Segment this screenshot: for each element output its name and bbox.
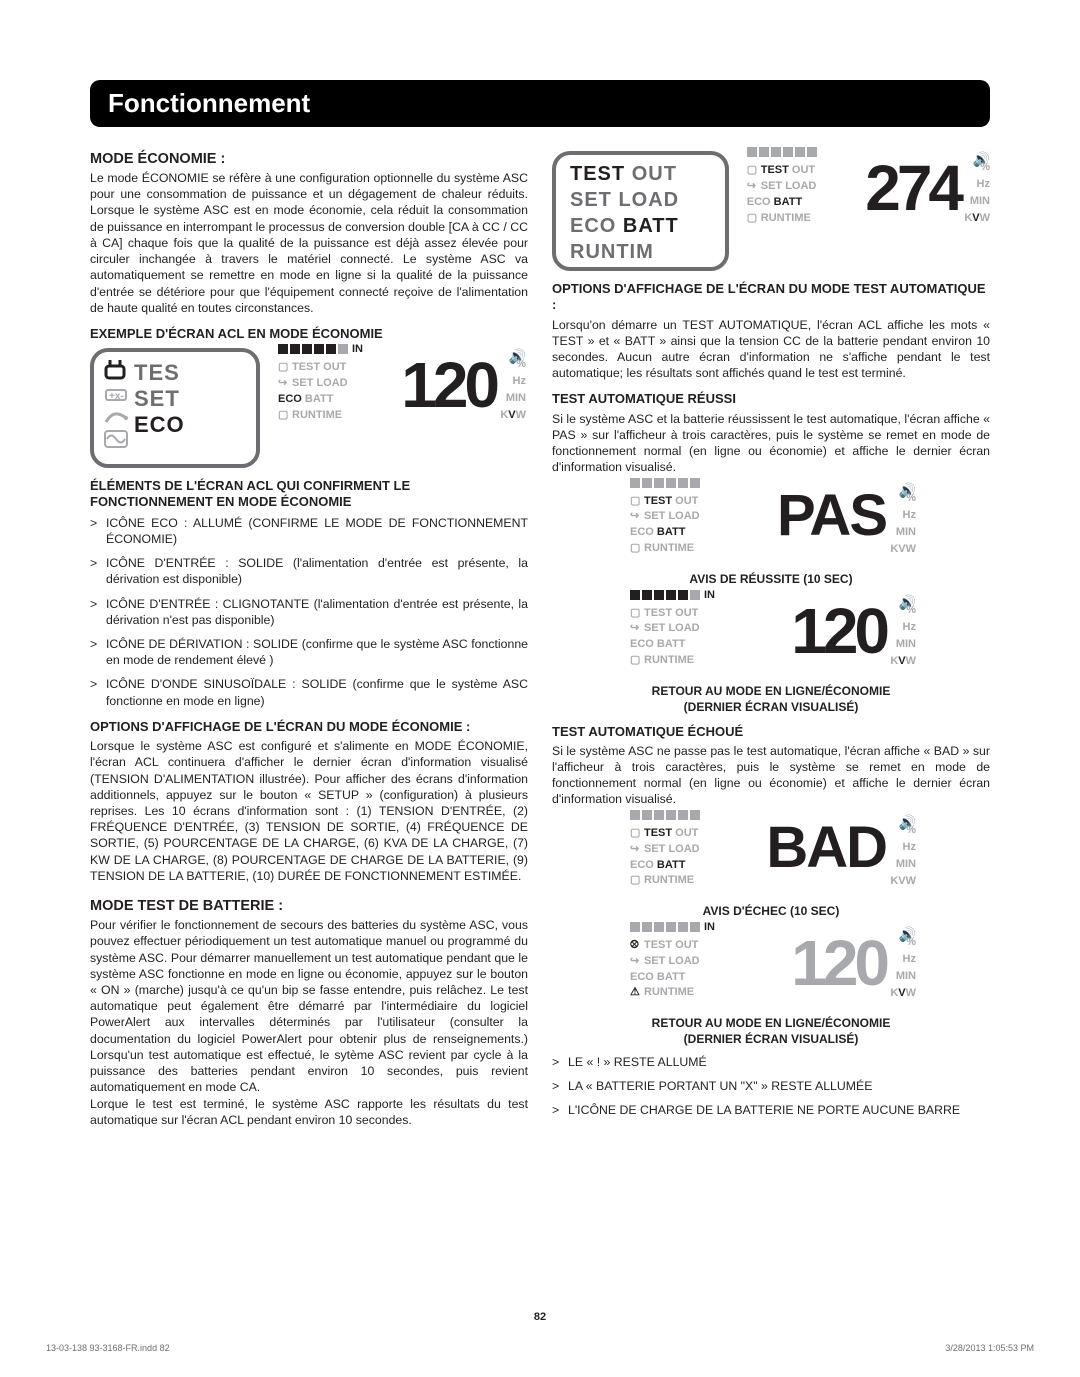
lcd-units: %HzMINKVW bbox=[964, 159, 990, 227]
fail-return-lcd: IN 🔊 ⮾TEST OUT ↪SET LOAD ECO BATT ⚠RUNTI… bbox=[626, 926, 916, 1014]
bar-icon bbox=[630, 922, 700, 932]
lcd-units: %HzMINKVW bbox=[500, 356, 526, 424]
svg-text:+x-: +x- bbox=[109, 391, 124, 402]
batt-test-body: Pour vérifier le fonctionnement de secou… bbox=[90, 917, 528, 1095]
lcd-row-runtime: RUNTIM bbox=[570, 241, 713, 264]
fail-lcd-block: 🔊 ▢TEST OUT ↪SET LOAD ECO BATT ▢RUNTIME … bbox=[552, 814, 990, 918]
bar-icon bbox=[278, 344, 348, 354]
fail-return-caption-2: (DERNIER ÉCRAN VISUALISÉ) bbox=[684, 1032, 859, 1046]
eco-lcd-readout: IN 🔊 ▢TEST OUT ↪SET LOAD ECO BATT ▢RUNTI… bbox=[274, 348, 526, 436]
test-lcd-detail: TEST OUT SET LOAD ECO BATT RUNTIM bbox=[552, 151, 729, 271]
sine-icon bbox=[104, 430, 128, 448]
fail-heading: TEST AUTOMATIQUE ÉCHOUÉ bbox=[552, 724, 990, 740]
return-lcd-block: IN 🔊 ▢TEST OUT ↪SET LOAD ECO BATT ▢RUNTI… bbox=[552, 594, 990, 714]
lcd-value: PAS bbox=[777, 482, 886, 549]
xfer-icon: +x- bbox=[104, 386, 128, 404]
fail-return-lcd-block: IN 🔊 ⮾TEST OUT ↪SET LOAD ECO BATT ⚠RUNTI… bbox=[552, 926, 990, 1046]
batt-test-body2: Lorque le test est terminé, le système A… bbox=[90, 1096, 528, 1128]
bypass-icon bbox=[104, 408, 128, 426]
eco-example-heading: EXEMPLE D'ÉCRAN ACL EN MODE ÉCONOMIE bbox=[90, 326, 528, 342]
pass-caption: AVIS DE RÉUSSITE (10 SEC) bbox=[689, 572, 852, 586]
return-caption-2: (DERNIER ÉCRAN VISUALISÉ) bbox=[684, 700, 859, 714]
pass-lcd-block: 🔊 ▢TEST OUT ↪SET LOAD ECO BATT ▢RUNTIME … bbox=[552, 482, 990, 586]
lcd-labels: ▢TEST OUT ↪SET LOAD ECO BATT ▢RUNTIME bbox=[630, 606, 700, 670]
fail-bullet-list: LE « ! » RESTE ALLUMÉ LA « BATTERIE PORT… bbox=[552, 1054, 990, 1119]
page-title: Fonctionnement bbox=[108, 88, 310, 118]
lcd-row-setload: SET LOAD bbox=[570, 189, 713, 212]
page-number: 82 bbox=[0, 1311, 1080, 1323]
right-column: TEST OUT SET LOAD ECO BATT RUNTIM 🔊 ▢TES… bbox=[552, 145, 990, 1128]
eco-mode-heading: MODE ÉCONOMIE : bbox=[90, 151, 528, 167]
batt-test-heading: MODE TEST DE BATTERIE : bbox=[90, 898, 528, 914]
pass-body: Si le système ASC et la batterie réussis… bbox=[552, 411, 990, 476]
in-label: IN bbox=[704, 921, 715, 933]
list-item: ICÔNE DE DÉRIVATION : SOLIDE (confirme q… bbox=[90, 636, 528, 668]
auto-options-body: Lorsqu'on démarre un TEST AUTOMATIQUE, l… bbox=[552, 317, 990, 382]
lcd-value: 274 bbox=[865, 151, 960, 225]
test-lcd-readout: 🔊 ▢TEST OUT ↪SET LOAD ECO BATT ▢RUNTIME … bbox=[743, 151, 990, 239]
left-column: MODE ÉCONOMIE : Le mode ÉCONOMIE se réfè… bbox=[90, 145, 528, 1128]
lcd-units: %HzMINKVW bbox=[890, 822, 916, 890]
lcd-units: %HzMINKVW bbox=[890, 934, 916, 1002]
list-item: L'ICÔNE DE CHARGE DE LA BATTERIE NE PORT… bbox=[552, 1102, 990, 1118]
lcd-units: %HzMINKVW bbox=[890, 490, 916, 558]
eco-options-body: Lorsque le système ASC est configuré et … bbox=[90, 738, 528, 884]
eco-mode-body: Le mode ÉCONOMIE se réfère à une configu… bbox=[90, 170, 528, 316]
list-item: ICÔNE D'ENTRÉE : CLIGNOTANTE (l'alimenta… bbox=[90, 596, 528, 628]
lcd-labels: ▢TEST OUT ↪SET LOAD ECO BATT ▢RUNTIME bbox=[630, 494, 700, 558]
eco-lcd-row: +x- TES SET ECO IN 🔊 ▢TEST OUT ↪SET LOAD… bbox=[90, 348, 528, 468]
eco-lcd-detail: +x- TES SET ECO bbox=[90, 348, 260, 468]
lcd-row-ecobatt: ECO BATT bbox=[570, 215, 713, 238]
footer-right: 3/28/2013 1:05:53 PM bbox=[945, 1343, 1034, 1353]
list-item: ICÔNE ECO : ALLUMÉ (CONFIRME LE MODE DE … bbox=[90, 515, 528, 547]
eco-bullet-list: ICÔNE ECO : ALLUMÉ (CONFIRME LE MODE DE … bbox=[90, 515, 528, 709]
eco-options-heading: OPTIONS D'AFFICHAGE DE L'ÉCRAN DU MODE É… bbox=[90, 719, 528, 735]
bar-icon bbox=[630, 810, 700, 820]
in-label: IN bbox=[352, 343, 363, 355]
lcd-row-set: SET bbox=[134, 386, 244, 412]
pass-lcd: 🔊 ▢TEST OUT ↪SET LOAD ECO BATT ▢RUNTIME … bbox=[626, 482, 916, 570]
lcd-labels: ▢TEST OUT ↪SET LOAD ECO BATT ▢RUNTIME bbox=[747, 163, 817, 227]
fail-caption: AVIS D'ÉCHEC (10 SEC) bbox=[703, 904, 840, 918]
auto-options-heading: OPTIONS D'AFFICHAGE DE L'ÉCRAN DU MODE T… bbox=[552, 281, 990, 314]
lcd-value: BAD bbox=[766, 814, 886, 881]
lcd-row-test: TEST OUT bbox=[570, 163, 713, 186]
lcd-units: %HzMINKVW bbox=[890, 602, 916, 670]
return-caption-1: RETOUR AU MODE EN LIGNE/ÉCONOMIE bbox=[652, 684, 891, 698]
list-item: ICÔNE D'ENTRÉE : SOLIDE (l'alimentation … bbox=[90, 555, 528, 587]
footer: 13-03-138 93-3168-FR.indd 82 3/28/2013 1… bbox=[46, 1343, 1034, 1353]
lcd-labels: ⮾TEST OUT ↪SET LOAD ECO BATT ⚠RUNTIME bbox=[630, 938, 700, 1002]
lcd-value: 120 bbox=[791, 594, 886, 668]
page-title-bar: Fonctionnement bbox=[90, 80, 990, 127]
list-item: ICÔNE D'ONDE SINUSOÏDALE : SOLIDE (confi… bbox=[90, 676, 528, 708]
bar-icon bbox=[747, 147, 817, 157]
lcd-labels: ▢TEST OUT ↪SET LOAD ECO BATT ▢RUNTIME bbox=[630, 826, 700, 890]
list-item: LA « BATTERIE PORTANT UN "X" » RESTE ALL… bbox=[552, 1078, 990, 1094]
eco-confirm-heading: ÉLÉMENTS DE L'ÉCRAN ACL QUI CONFIRMENT L… bbox=[90, 478, 528, 511]
fail-lcd: 🔊 ▢TEST OUT ↪SET LOAD ECO BATT ▢RUNTIME … bbox=[626, 814, 916, 902]
return-lcd: IN 🔊 ▢TEST OUT ↪SET LOAD ECO BATT ▢RUNTI… bbox=[626, 594, 916, 682]
lcd-icon-stack: +x- bbox=[104, 360, 128, 452]
in-label: IN bbox=[704, 589, 715, 601]
lcd-row-tes: TES bbox=[134, 360, 244, 386]
lcd-labels: ▢TEST OUT ↪SET LOAD ECO BATT ▢RUNTIME bbox=[278, 360, 348, 424]
list-item: LE « ! » RESTE ALLUMÉ bbox=[552, 1054, 990, 1070]
lcd-value: 120 bbox=[791, 926, 886, 1000]
bar-icon bbox=[630, 590, 700, 600]
lcd-value: 120 bbox=[401, 348, 496, 422]
fail-body: Si le système ASC ne passe pas le test a… bbox=[552, 743, 990, 808]
lcd-row-eco: ECO bbox=[134, 412, 244, 438]
fail-return-caption-1: RETOUR AU MODE EN LIGNE/ÉCONOMIE bbox=[652, 1016, 891, 1030]
two-column-layout: MODE ÉCONOMIE : Le mode ÉCONOMIE se réfè… bbox=[90, 145, 990, 1128]
footer-left: 13-03-138 93-3168-FR.indd 82 bbox=[46, 1343, 170, 1353]
bar-icon bbox=[630, 478, 700, 488]
test-lcd-row: TEST OUT SET LOAD ECO BATT RUNTIM 🔊 ▢TES… bbox=[552, 151, 990, 271]
plug-icon bbox=[104, 360, 128, 382]
pass-heading: TEST AUTOMATIQUE RÉUSSI bbox=[552, 391, 990, 407]
